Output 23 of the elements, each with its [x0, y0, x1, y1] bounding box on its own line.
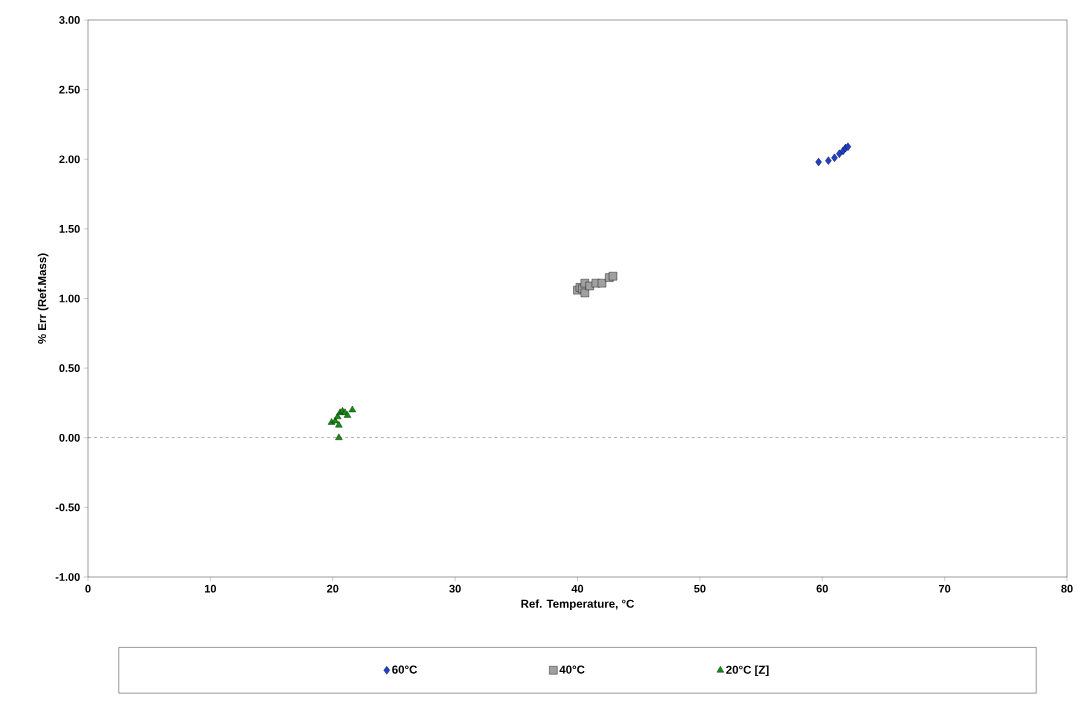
y-axis-title: % Err (Ref.Mass)	[37, 253, 49, 344]
legend-label: 60°C	[392, 665, 418, 674]
y-tick-label: -0.50	[55, 503, 80, 512]
legend-label: 40°C	[559, 665, 585, 674]
x-tick-label: 60	[816, 584, 828, 593]
x-tick-label: 80	[1061, 584, 1073, 593]
y-tick-label: 1.00	[59, 294, 80, 303]
y-tick-label: 1.50	[59, 225, 80, 233]
x-tick-label: 30	[449, 584, 461, 593]
x-tick-label: 50	[694, 584, 706, 593]
y-tick-label: 0.50	[59, 364, 80, 372]
y-tick-label: 2.00	[59, 155, 80, 164]
x-tick-label: 20	[327, 584, 339, 593]
x-tick-label: 70	[939, 584, 951, 593]
x-tick-label: 40	[571, 584, 584, 593]
y-tick-label: -1.00	[55, 573, 80, 581]
x-tick-label: 10	[204, 584, 217, 593]
y-tick-label: 3.00	[59, 16, 80, 24]
x-axis-title: Ref. Temperature, °C	[521, 599, 635, 611]
legend-label: 20°C [Z]	[726, 665, 769, 677]
y-tick-label: 2.50	[59, 85, 80, 94]
x-tick-label: 0	[85, 584, 91, 593]
y-tick-label: 0.00	[59, 433, 80, 442]
